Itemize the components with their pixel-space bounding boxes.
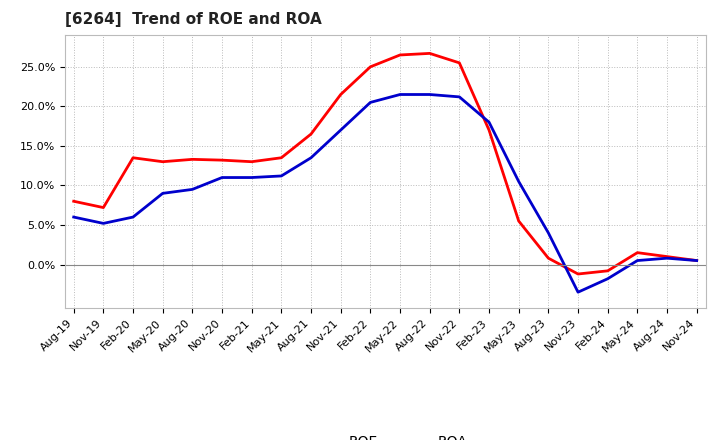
- Text: [6264]  Trend of ROE and ROA: [6264] Trend of ROE and ROA: [65, 12, 322, 27]
- ROE: [426, 51, 434, 56]
- ROA: [366, 100, 374, 105]
- ROE: [336, 92, 345, 97]
- ROE: [455, 60, 464, 66]
- ROE: [514, 218, 523, 224]
- ROE: [693, 258, 701, 263]
- ROE: [307, 132, 315, 137]
- ROE: [603, 268, 612, 274]
- ROA: [603, 276, 612, 282]
- ROE: [158, 159, 167, 165]
- ROA: [277, 173, 286, 179]
- Line: ROE: ROE: [73, 53, 697, 274]
- ROA: [633, 258, 642, 263]
- ROE: [277, 155, 286, 161]
- ROE: [396, 52, 405, 58]
- ROA: [158, 191, 167, 196]
- ROE: [574, 271, 582, 277]
- ROA: [485, 120, 493, 125]
- ROA: [69, 214, 78, 220]
- ROE: [248, 159, 256, 165]
- ROA: [99, 221, 108, 226]
- ROE: [544, 256, 553, 261]
- ROA: [129, 214, 138, 220]
- ROA: [396, 92, 405, 97]
- ROA: [544, 230, 553, 235]
- ROA: [514, 179, 523, 184]
- ROA: [188, 187, 197, 192]
- ROA: [574, 290, 582, 295]
- ROA: [426, 92, 434, 97]
- ROA: [336, 128, 345, 133]
- ROA: [455, 94, 464, 99]
- ROA: [693, 258, 701, 263]
- ROE: [69, 198, 78, 204]
- Line: ROA: ROA: [73, 95, 697, 292]
- ROA: [307, 155, 315, 161]
- ROE: [188, 157, 197, 162]
- Legend: ROE, ROA: ROE, ROA: [297, 429, 473, 440]
- ROA: [662, 256, 671, 261]
- ROA: [248, 175, 256, 180]
- ROE: [217, 158, 226, 163]
- ROE: [633, 250, 642, 255]
- ROE: [366, 64, 374, 70]
- ROE: [485, 128, 493, 133]
- ROE: [99, 205, 108, 210]
- ROE: [662, 254, 671, 259]
- ROE: [129, 155, 138, 161]
- ROA: [217, 175, 226, 180]
